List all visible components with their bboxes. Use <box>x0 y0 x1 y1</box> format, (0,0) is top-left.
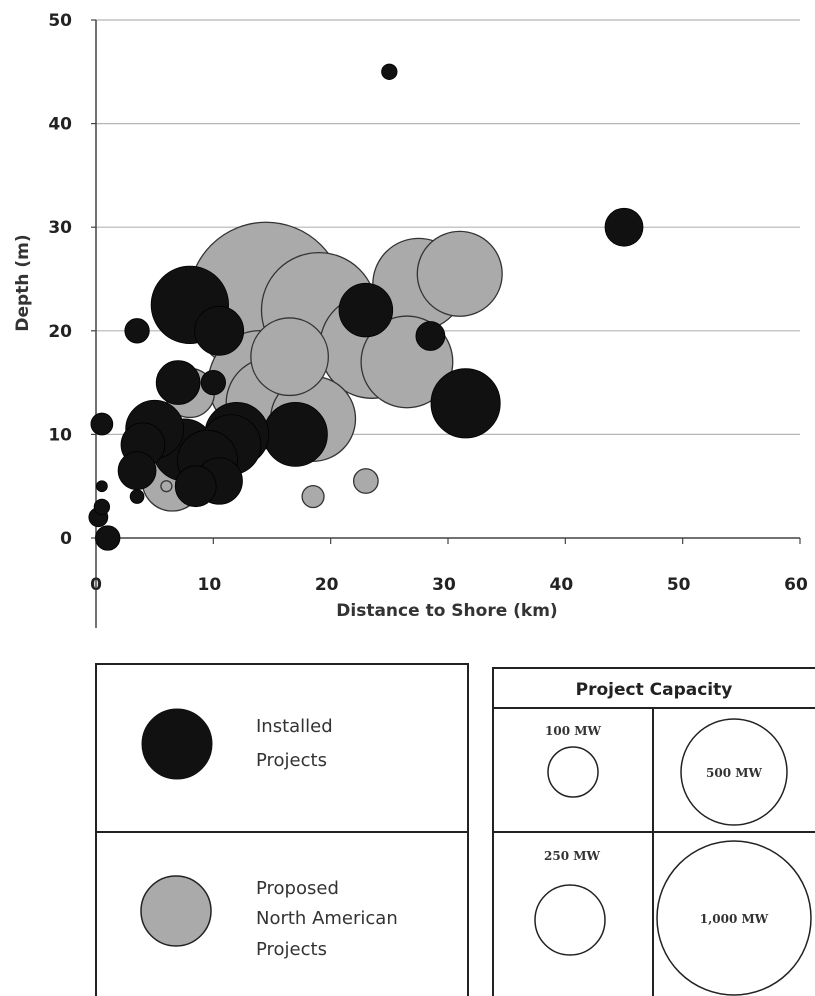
legend-proposed-label-3: Projects <box>256 939 327 960</box>
x-tick-label: 10 <box>197 575 221 595</box>
x-tick-label: 30 <box>432 575 456 595</box>
proposed-project-bubble <box>160 480 173 493</box>
installed-project-bubble <box>430 368 501 439</box>
installed-project-bubble <box>604 207 644 247</box>
x-tick-label: 20 <box>315 575 339 595</box>
proposed-project-bubble <box>416 230 503 317</box>
legend-proposed-swatch <box>140 875 212 947</box>
installed-project-bubble <box>194 305 245 356</box>
y-tick-labels: 0 10 20 30 40 50 <box>48 11 96 549</box>
proposed-project-bubble <box>250 317 329 397</box>
capacity-250-label: 250 MW <box>544 849 601 863</box>
x-tick-label: 0 <box>90 575 102 595</box>
installed-project-bubble <box>93 498 111 516</box>
y-axis-label: Depth (m) <box>13 234 33 331</box>
capacity-100-label: 100 MW <box>545 724 602 738</box>
installed-project-bubble <box>381 63 398 80</box>
y-tick-label: 50 <box>48 11 72 31</box>
capacity-1000-circle <box>656 840 812 996</box>
capacity-legend-frame <box>492 667 815 996</box>
y-tick-label: 0 <box>60 529 72 549</box>
installed-project-bubble <box>155 360 201 405</box>
installed-project-bubble <box>95 480 108 493</box>
y-tick-label: 40 <box>48 115 72 135</box>
installed-project-bubble <box>415 321 446 351</box>
series-legend: Installed Projects Proposed North Americ… <box>95 663 469 996</box>
capacity-500-label: 500 MW <box>706 766 763 780</box>
installed-project-bubble <box>338 282 394 338</box>
x-tick-labels: 0 10 20 30 40 50 60 <box>90 538 808 595</box>
proposed-project-bubble <box>352 468 379 494</box>
legend-installed-label-1: Installed <box>256 716 333 737</box>
legend-proposed-label-1: Proposed <box>256 878 339 899</box>
capacity-legend-title: Project Capacity <box>576 680 733 700</box>
capacity-100-circle <box>547 746 599 798</box>
installed-bubbles <box>88 63 644 551</box>
x-axis-label: Distance to Shore (km) <box>336 601 557 621</box>
installed-project-bubble <box>174 465 217 508</box>
legend-installed-label-2: Projects <box>256 750 327 771</box>
installed-project-bubble <box>129 489 145 504</box>
installed-project-bubble <box>90 412 114 436</box>
x-tick-label: 60 <box>784 575 808 595</box>
y-tick-label: 20 <box>48 322 72 342</box>
y-tick-label: 10 <box>48 425 72 445</box>
plot-area: 0 10 20 30 40 50 60 0 10 20 30 40 50 <box>48 11 808 628</box>
legend-proposed-label-2: North American <box>256 908 398 929</box>
capacity-250-circle <box>534 884 606 956</box>
y-tick-label: 30 <box>48 218 72 238</box>
capacity-legend: Project Capacity 100 MW 500 MW 250 MW 1,… <box>492 667 815 996</box>
installed-project-bubble <box>200 369 226 396</box>
capacity-1000-label: 1,000 MW <box>700 912 769 926</box>
installed-project-bubble <box>95 525 121 551</box>
x-tick-label: 50 <box>667 575 691 595</box>
installed-project-bubble <box>263 402 328 467</box>
installed-project-bubble <box>124 318 150 344</box>
proposed-project-bubble <box>301 484 325 509</box>
legend-installed-swatch <box>141 708 213 780</box>
x-tick-label: 40 <box>549 575 573 595</box>
installed-project-bubble <box>117 451 157 491</box>
capacity-500-circle <box>680 718 788 826</box>
